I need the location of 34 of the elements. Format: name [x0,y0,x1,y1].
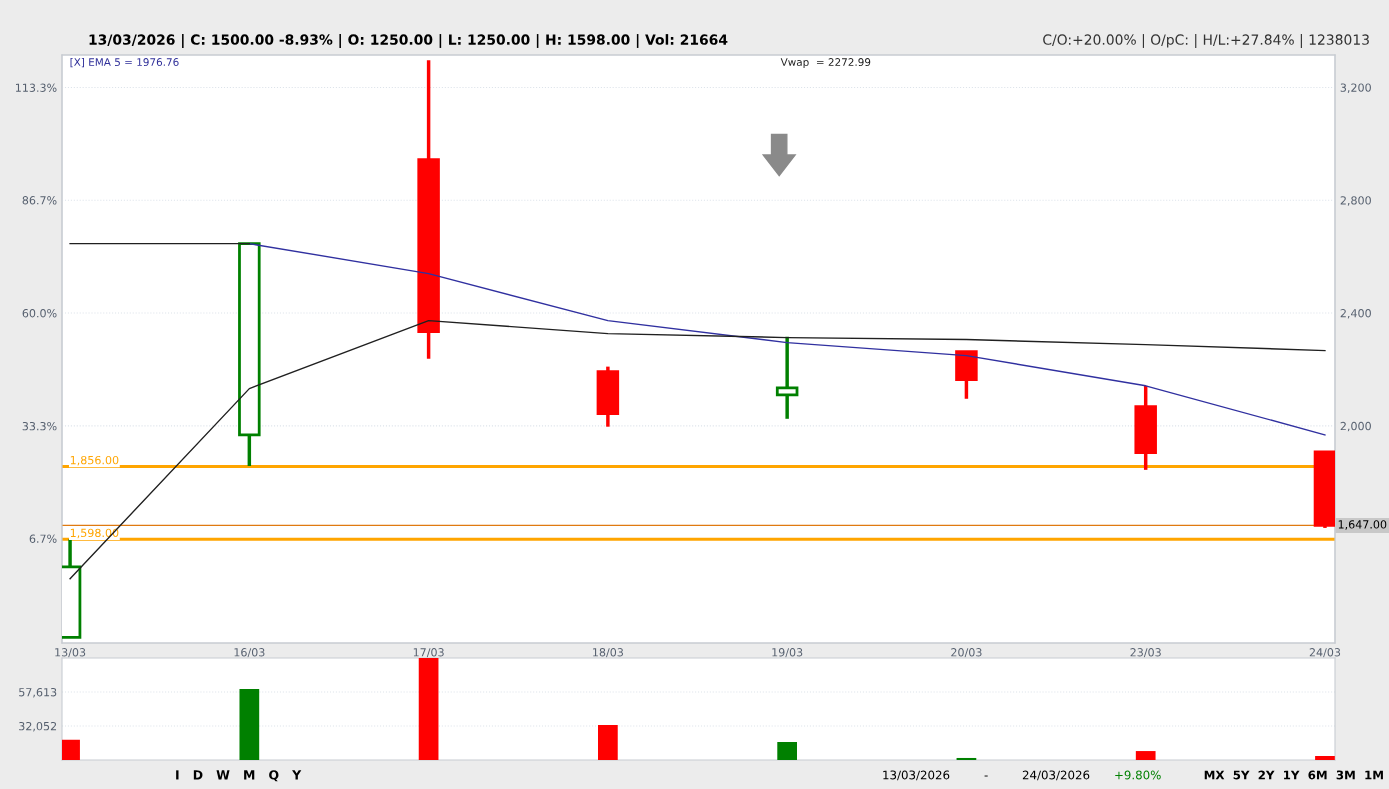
line-series [69,319,1326,580]
text: 24/03/2026 [1022,770,1090,781]
y2-tick-label: 60.0% [22,309,57,318]
x-tick-label: 23/03 [1130,648,1161,658]
y-tick-label: 2,800 [1340,196,1371,206]
y-tick-label: 32,052 [19,721,57,732]
ref-line-label: 1,647.00 [1338,520,1387,530]
y-tick-label: 57,613 [19,687,57,698]
line-series [248,242,1326,436]
chart-title: 13/03/2026 | C: 1500.00 -8.93% | O: 1250.00 | L: 1250.00 | H: 1598.00 | Vol: 21664 [89,34,728,48]
text: +9.80% [1115,770,1161,780]
annotation: Vwap = 2272.99 [780,58,871,69]
y2-tick-label: 113.3% [15,83,57,92]
y-tick-label: 2,400 [1340,309,1371,319]
candlestick [775,336,799,419]
x-tick-label: 13/03 [55,648,86,658]
x-tick-label: 16/03 [234,648,265,658]
ref-line-label: 1,856.00 [70,455,119,466]
x-tick-label: 19/03 [772,648,803,658]
text: I D W M Q Y [176,770,302,782]
text: 13/03/2026 [883,770,950,781]
y-tick-label: 2,000 [1340,421,1371,432]
text: MX 5Y 2Y 1Y 6M 3M 1M [1204,770,1383,780]
y2-tick-label: 86.7% [22,196,57,205]
y2-tick-label: 6.7% [29,534,57,543]
x-tick-label: 20/03 [951,648,982,658]
annotation: [X] EMA 5 = 1976.76 [70,57,179,68]
text: - [984,775,988,777]
y-tick-label: 3,200 [1340,83,1371,93]
chart-subtitle: C/O:+20.00% | O/pC: | H/L:+27.84% | 1238013 [1043,34,1369,48]
x-tick-label: 18/03 [593,648,623,658]
x-tick-label: 17/03 [413,648,444,658]
y2-tick-label: 33.3% [22,421,57,431]
x-tick-label: 24/03 [1309,648,1341,658]
